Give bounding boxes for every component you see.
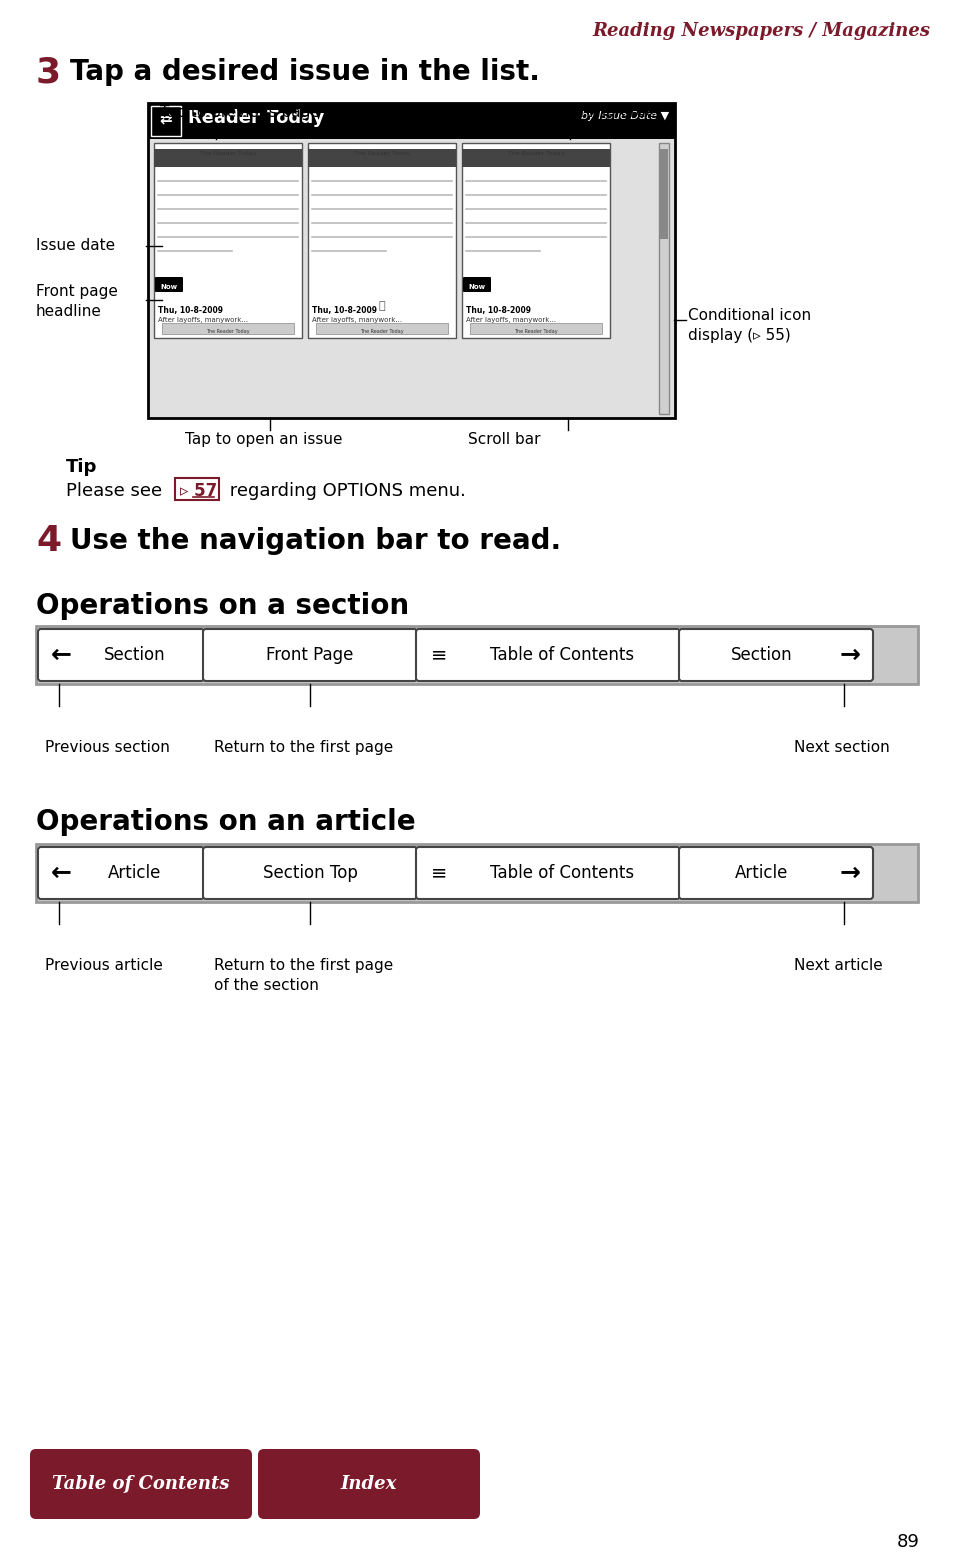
Text: After layoffs, manywork...: After layoffs, manywork... [465,318,556,322]
Text: 3: 3 [36,54,61,89]
Text: Reader Today: Reader Today [188,109,324,128]
FancyBboxPatch shape [315,322,448,335]
Text: The Reader Today: The Reader Today [354,151,410,156]
Text: Table of Contents: Table of Contents [490,864,634,881]
FancyBboxPatch shape [308,143,456,338]
Text: Index: Index [340,1474,396,1493]
Text: ←: ← [51,861,71,884]
Text: by Issue Date ▼: by Issue Date ▼ [580,111,668,121]
FancyBboxPatch shape [679,629,872,680]
FancyBboxPatch shape [659,143,668,414]
Text: Section: Section [730,646,792,663]
Text: Thu, 10-8-2009: Thu, 10-8-2009 [312,307,376,315]
Text: The Reader Today: The Reader Today [514,329,558,335]
Text: Scroll bar: Scroll bar [468,431,540,447]
FancyBboxPatch shape [174,478,219,500]
Text: Use the navigation bar to read.: Use the navigation bar to read. [70,526,560,554]
Text: Previous article: Previous article [45,958,163,973]
FancyBboxPatch shape [659,149,667,240]
Text: ←: ← [51,643,71,666]
Text: Front Page: Front Page [266,646,354,663]
FancyBboxPatch shape [38,847,204,898]
Text: Section: Section [104,646,166,663]
Text: Tap to change sorting order: Tap to change sorting order [450,104,661,120]
Text: Please see: Please see [66,483,168,500]
Text: Operations on a section: Operations on a section [36,592,409,620]
Text: Tap to previous page: Tap to previous page [160,104,319,120]
Text: Now: Now [468,283,485,290]
Text: regarding OPTIONS menu.: regarding OPTIONS menu. [224,483,465,500]
Text: Tap a desired issue in the list.: Tap a desired issue in the list. [70,58,539,86]
FancyBboxPatch shape [679,847,872,898]
Text: Tip: Tip [66,458,97,476]
Text: After layoffs, manywork...: After layoffs, manywork... [158,318,248,322]
Text: The Reader Today: The Reader Today [360,329,403,335]
Text: Now: Now [160,283,177,290]
FancyBboxPatch shape [470,322,601,335]
FancyBboxPatch shape [203,629,416,680]
FancyBboxPatch shape [462,277,491,293]
FancyBboxPatch shape [36,626,917,684]
Text: After layoffs, manywork...: After layoffs, manywork... [312,318,402,322]
Text: Thu, 10-8-2009: Thu, 10-8-2009 [465,307,531,315]
Text: Thu, 10-8-2009: Thu, 10-8-2009 [158,307,223,315]
Text: Previous section: Previous section [45,740,170,755]
Text: Section Top: Section Top [262,864,357,881]
FancyBboxPatch shape [36,844,917,902]
Text: Front page
headline: Front page headline [36,283,118,319]
Text: The Reader Today: The Reader Today [206,329,250,335]
Text: ≡: ≡ [431,864,447,883]
FancyBboxPatch shape [38,629,204,680]
Text: Issue date: Issue date [36,238,115,252]
FancyBboxPatch shape [148,103,675,417]
Text: →: → [839,861,860,884]
Text: Reading Newspapers / Magazines: Reading Newspapers / Magazines [592,22,929,40]
FancyBboxPatch shape [162,322,294,335]
Text: →: → [839,643,860,666]
Text: Tap to open an issue: Tap to open an issue [185,431,342,447]
Text: ≡: ≡ [431,646,447,665]
Text: Table of Contents: Table of Contents [490,646,634,663]
Text: 4: 4 [36,525,61,557]
FancyBboxPatch shape [30,1450,252,1520]
Text: ⚿: ⚿ [378,301,385,311]
Text: Next section: Next section [793,740,889,755]
FancyBboxPatch shape [416,847,679,898]
Text: The Reader Today: The Reader Today [507,151,563,156]
FancyBboxPatch shape [203,847,416,898]
Text: Return to the first page: Return to the first page [213,740,393,755]
Text: Article: Article [735,864,788,881]
FancyBboxPatch shape [153,149,302,167]
Text: Operations on an article: Operations on an article [36,808,416,836]
Text: The Reader Today: The Reader Today [199,151,256,156]
Text: Article: Article [109,864,161,881]
FancyBboxPatch shape [461,143,609,338]
Text: Return to the first page
of the section: Return to the first page of the section [213,958,393,993]
FancyBboxPatch shape [148,103,675,139]
Text: 89: 89 [896,1534,919,1551]
FancyBboxPatch shape [308,149,456,167]
Text: Next article: Next article [793,958,882,973]
Text: ▹ 57: ▹ 57 [180,483,217,500]
FancyBboxPatch shape [416,629,679,680]
FancyBboxPatch shape [461,149,609,167]
Text: ⇄: ⇄ [159,112,172,126]
Text: Table of Contents: Table of Contents [52,1474,230,1493]
Text: Conditional icon
display (▹ 55): Conditional icon display (▹ 55) [687,308,810,343]
FancyBboxPatch shape [153,143,302,338]
FancyBboxPatch shape [257,1450,479,1520]
FancyBboxPatch shape [151,106,181,135]
FancyBboxPatch shape [154,277,183,293]
